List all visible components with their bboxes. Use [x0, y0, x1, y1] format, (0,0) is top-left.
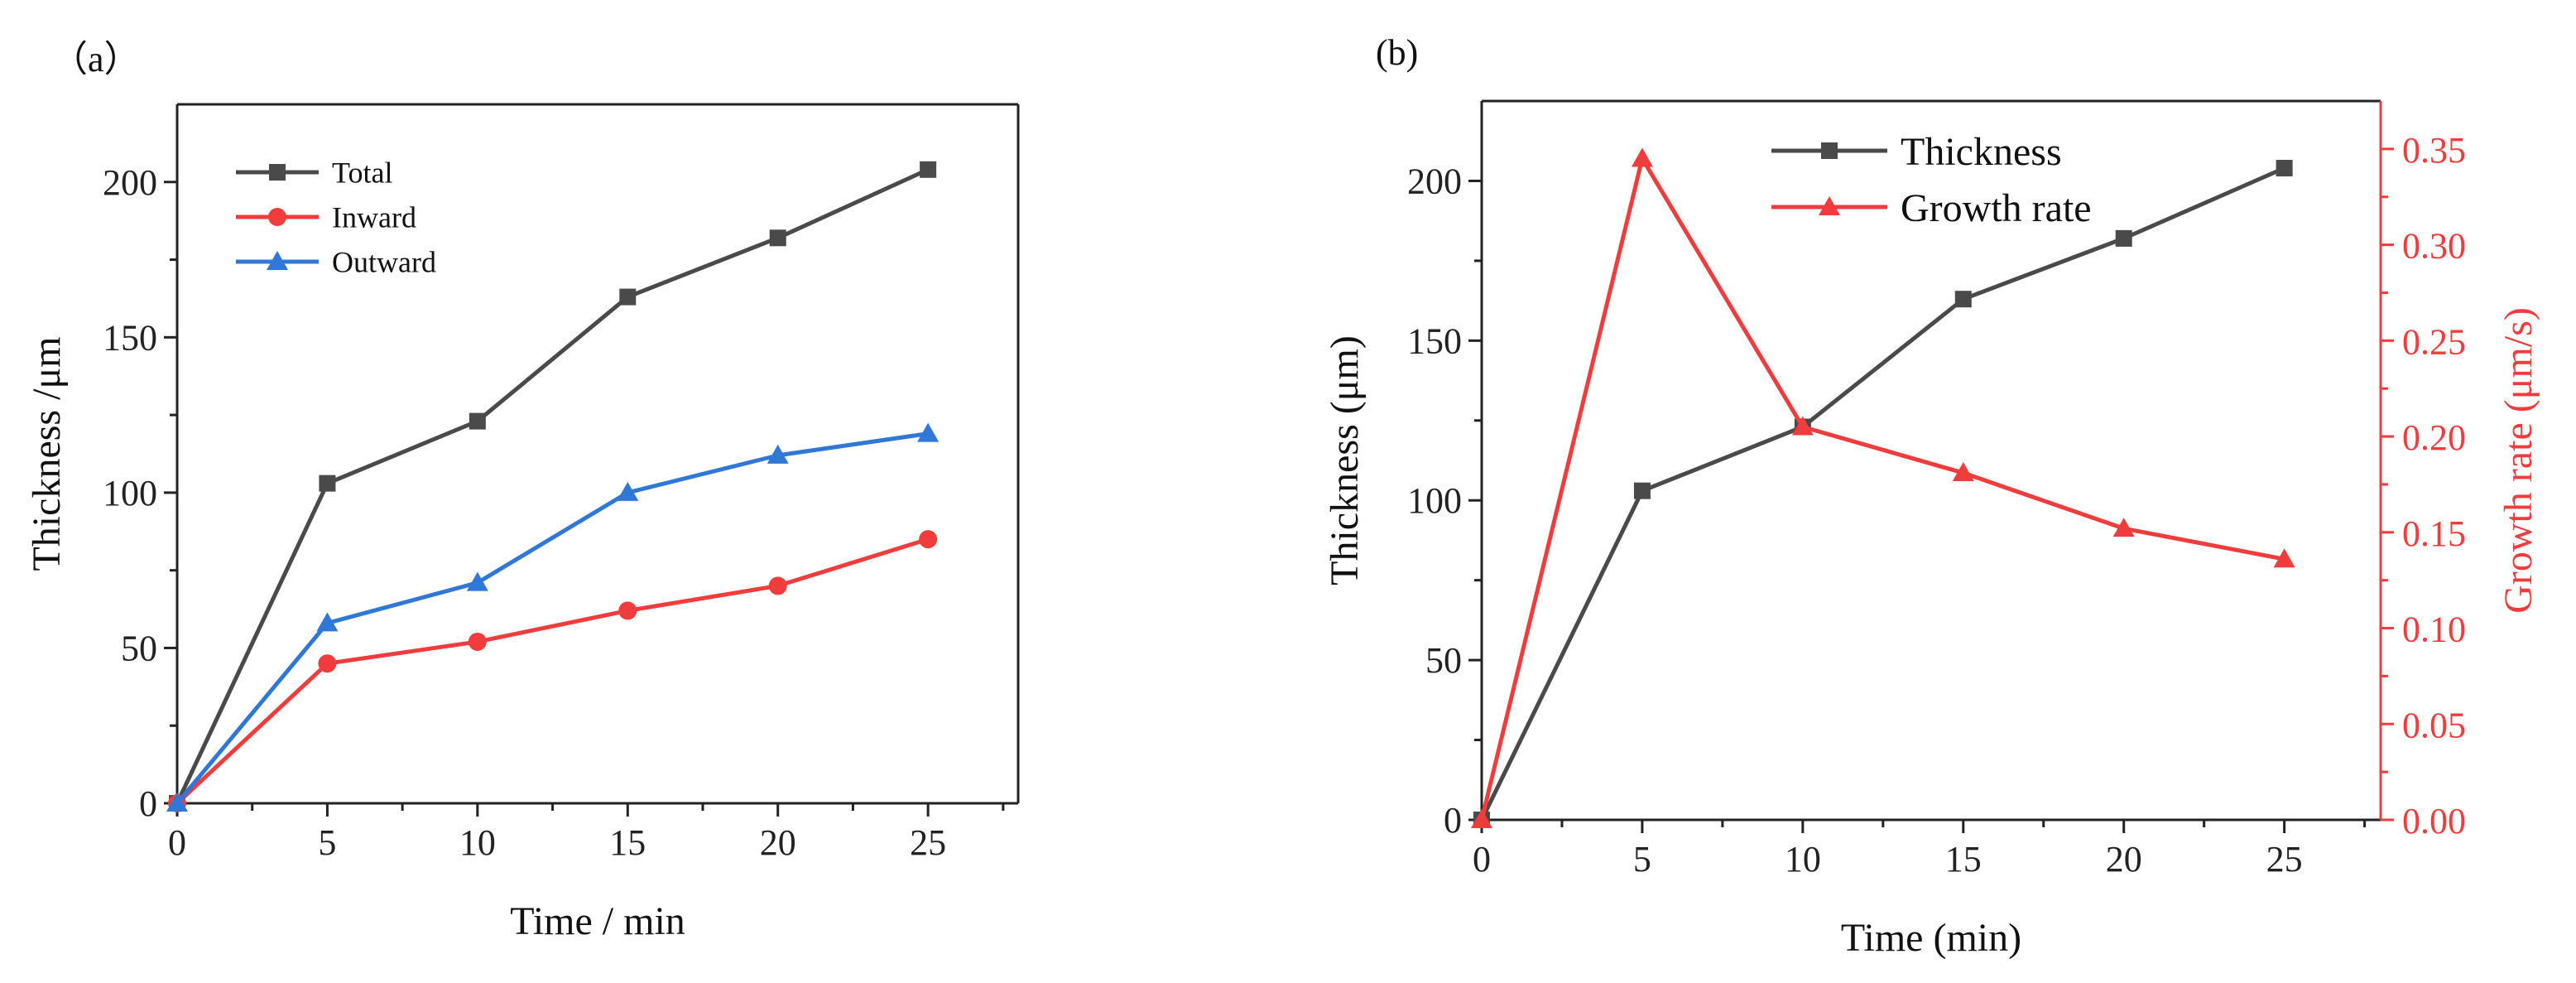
- y-tick-label: 50: [121, 628, 157, 668]
- y-tick-label: 100: [103, 473, 157, 513]
- x-tick-label: 5: [1633, 839, 1651, 879]
- y-tick-label: 0: [139, 783, 157, 824]
- y-tick-label: 200: [103, 162, 157, 203]
- legend-label-total: Total: [332, 157, 392, 190]
- x-tick-label: 25: [910, 822, 946, 863]
- data-point-inward: [768, 576, 787, 595]
- y-tick-label: 0: [1444, 800, 1462, 841]
- panel-label: （a）: [51, 39, 141, 80]
- y2-axis-title: Growth rate (μm/s): [2497, 307, 2540, 614]
- data-point-thickness: [1633, 482, 1651, 499]
- legend-marker-growth-rate: [1819, 196, 1840, 215]
- x-tick-label: 0: [168, 822, 186, 863]
- x-tick-label: 25: [2266, 839, 2303, 879]
- y2-tick-label: 0.00: [2402, 801, 2466, 841]
- y2-tick-label: 0.10: [2402, 610, 2466, 650]
- data-point-growth-rate: [2273, 548, 2295, 568]
- legend-label-inward: Inward: [332, 201, 416, 234]
- data-point-inward: [618, 601, 637, 620]
- data-point-inward: [919, 530, 938, 549]
- panel-b: (b) 0 5 10 15 20 25 0 50 100 150 200 0.00 0.05 0.10 0.1…: [1323, 32, 2540, 960]
- legend: Total Inward Outward: [236, 157, 436, 279]
- x-axis-title: Time / min: [510, 899, 685, 943]
- data-point-total: [319, 475, 336, 492]
- data-point-total: [619, 288, 637, 306]
- y2-tick-label: 0.35: [2402, 130, 2466, 171]
- data-point-total: [920, 161, 937, 178]
- series-thickness: [1473, 160, 2293, 828]
- legend-marker-total: [269, 164, 286, 181]
- y-tick-label: 200: [1407, 161, 1462, 201]
- panel-label: (b): [1376, 32, 1418, 73]
- y-tick-label: 150: [103, 317, 157, 358]
- y-axis-title: Thickness /μm: [25, 336, 69, 571]
- data-point-inward: [318, 654, 337, 673]
- data-point-outward: [617, 481, 639, 501]
- x-tick-label: 10: [459, 822, 496, 863]
- x-tick-label: 10: [1785, 839, 1821, 879]
- data-point-outward: [917, 422, 940, 442]
- legend-marker-thickness: [1821, 142, 1838, 159]
- data-point-growth-rate: [2112, 518, 2135, 537]
- series-outward: [166, 422, 940, 812]
- x-tick-label: 15: [609, 822, 646, 863]
- series-line-growth-rate: [1479, 156, 2285, 821]
- legend-label-growth-rate: Growth rate: [1901, 186, 2092, 230]
- series-total: [169, 161, 937, 812]
- x-axis-title: Time (min): [1841, 916, 2021, 960]
- data-point-growth-rate: [1791, 416, 1814, 436]
- data-point-inward: [468, 632, 487, 651]
- legend-label-thickness: Thickness: [1901, 130, 2062, 174]
- legend-marker-inward: [268, 208, 286, 226]
- y-tick-label: 100: [1407, 480, 1462, 521]
- x-tick-label: 15: [1945, 839, 1982, 879]
- series-line-outward: [175, 431, 929, 805]
- data-point-outward: [166, 793, 188, 812]
- legend-marker-outward: [267, 251, 288, 270]
- y-axis-title: Thickness (μm): [1323, 335, 1367, 585]
- data-point-outward: [466, 571, 488, 591]
- series-line-total: [175, 167, 930, 805]
- data-point-thickness: [2276, 160, 2293, 177]
- data-point-growth-rate: [1471, 809, 1492, 828]
- y2-tick-label: 0.25: [2402, 321, 2466, 362]
- y2-tick-label: 0.30: [2402, 226, 2466, 267]
- x-tick-label: 20: [2106, 839, 2142, 879]
- data-point-total: [469, 412, 486, 430]
- data-point-outward: [316, 612, 339, 632]
- series-line-inward: [175, 537, 929, 805]
- panel-a: （a） 0 5 10 15 20 25 0 50 100 150 200 Time / min Thick…: [25, 39, 1020, 943]
- legend-label-outward: Outward: [332, 246, 436, 279]
- x-tick-label: 0: [1473, 839, 1491, 879]
- series-line-thickness: [1479, 166, 2285, 822]
- legend: Thickness Growth rate: [1771, 130, 2092, 230]
- data-point-thickness: [2115, 229, 2132, 247]
- y2-tick-label: 0.20: [2402, 417, 2466, 458]
- y2-tick-label: 0.15: [2402, 513, 2466, 554]
- data-point-thickness: [1954, 291, 1972, 308]
- x-tick-label: 5: [318, 822, 336, 863]
- x-tick-label: 20: [760, 822, 796, 863]
- data-point-total: [769, 229, 786, 247]
- series-growth-rate: [1471, 147, 2295, 828]
- y2-tick-label: 0.05: [2402, 705, 2466, 745]
- data-point-growth-rate: [1952, 462, 1974, 482]
- data-point-growth-rate: [1631, 147, 1653, 167]
- y-tick-label: 50: [1425, 640, 1462, 681]
- data-point-outward: [767, 444, 789, 464]
- y-tick-label: 150: [1407, 320, 1462, 361]
